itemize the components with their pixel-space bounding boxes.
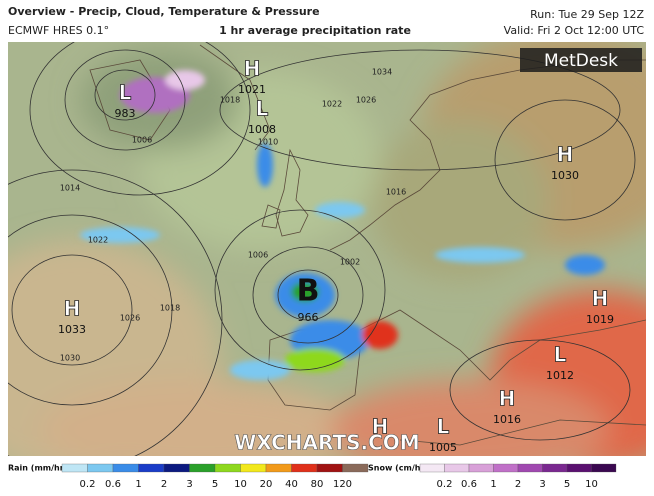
- pressure-value: 1019: [586, 313, 614, 326]
- legend-swatch: [138, 463, 165, 473]
- title: Overview - Precip, Cloud, Temperature & …: [8, 5, 320, 18]
- isobar-label: 1026: [120, 314, 140, 323]
- run-time: Run: Tue 29 Sep 12Z: [530, 8, 644, 21]
- isobar-label: 1026: [356, 96, 376, 105]
- legend-tick: 1: [135, 479, 141, 490]
- legend-tick: 2: [161, 479, 167, 490]
- legend-tick: 5: [564, 479, 570, 490]
- legend-tick: 10: [234, 479, 247, 490]
- pressure-symbol: B: [297, 274, 320, 309]
- model: ECMWF HRES 0.1°: [8, 24, 109, 37]
- legend: Rain (mm/hr) 0.2 0.6 1 2 3 5 10 20 40 80 120 Snow (c…: [8, 463, 617, 490]
- logo: MetDesk: [544, 51, 618, 71]
- pressure-value: 1012: [546, 369, 574, 382]
- pressure-value: 1030: [551, 169, 579, 182]
- isobar-label: 1034: [372, 68, 392, 77]
- legend-swatch: [591, 463, 617, 473]
- legend-swatch: [163, 463, 190, 473]
- legend-swatch: [542, 463, 568, 473]
- isobar-label: 1006: [132, 136, 152, 145]
- legend-tick: 1: [490, 479, 496, 490]
- isobar-label: 1006: [248, 251, 268, 260]
- legend-swatch: [87, 463, 114, 473]
- pressure-symbol: L: [256, 97, 269, 121]
- legend-swatch: [342, 463, 369, 473]
- pressure-value: 983: [115, 107, 136, 120]
- pressure-value: 1016: [493, 413, 521, 426]
- pressure-symbol: H: [499, 387, 516, 411]
- pressure-symbol: H: [557, 143, 574, 167]
- legend-tick: 2: [515, 479, 521, 490]
- legend-swatch: [566, 463, 592, 473]
- legend-swatch: [214, 463, 241, 473]
- legend-label: Snow (cm/hr): [368, 464, 428, 473]
- legend-tick: 3: [539, 479, 545, 490]
- pressure-symbol: H: [64, 297, 81, 321]
- legend-tick: 3: [186, 479, 192, 490]
- isobar-label: 1018: [160, 304, 180, 313]
- isobar-label: 1030: [60, 354, 80, 363]
- legend-swatch: [112, 463, 139, 473]
- pressure-value: 1033: [58, 323, 86, 336]
- legend-label: Rain (mm/hr): [8, 464, 67, 473]
- logo-box: [520, 48, 642, 72]
- pressure-symbol: L: [119, 81, 132, 105]
- legend-swatch: [291, 463, 318, 473]
- pressure-value: 1005: [429, 441, 457, 454]
- watermark: WXCHARTS.COM: [234, 431, 419, 455]
- legend-swatch: [240, 463, 267, 473]
- legend-swatch: [316, 463, 343, 473]
- pressure-symbol: H: [592, 287, 609, 311]
- legend-swatch: [419, 463, 445, 473]
- legend-tick: 5: [212, 479, 218, 490]
- isobar-label: 1016: [386, 188, 406, 197]
- pressure-symbol: H: [372, 415, 389, 439]
- legend-swatch: [468, 463, 494, 473]
- pressure-symbol: L: [554, 343, 567, 367]
- pressure-value: 1021: [238, 83, 266, 96]
- valid-time: Valid: Fri 2 Oct 12:00 UTC: [504, 24, 645, 37]
- isobar-label: 1010: [258, 138, 278, 147]
- isobar-label: 1002: [340, 258, 360, 267]
- legend-swatch: [61, 463, 88, 473]
- legend-tick: 40: [285, 479, 298, 490]
- legend-swatch: [517, 463, 543, 473]
- legend-swatch: [493, 463, 519, 473]
- legend-tick: 10: [585, 479, 598, 490]
- legend-tick: 80: [311, 479, 324, 490]
- pressure-symbol: H: [244, 57, 261, 81]
- isobar-label: 1022: [88, 236, 108, 245]
- legend-tick: 120: [333, 479, 352, 490]
- legend-swatch: [265, 463, 292, 473]
- isobar-label: 1014: [60, 184, 80, 193]
- legend-tick: 0.2: [80, 479, 96, 490]
- pressure-symbol: L: [437, 415, 450, 439]
- isobar-label: 1018: [220, 96, 240, 105]
- pressure-value: 1008: [248, 123, 276, 136]
- subtitle: 1 hr average precipitation rate: [219, 24, 411, 37]
- legend-tick: 20: [260, 479, 273, 490]
- legend-swatch: [189, 463, 216, 473]
- pressure-value: 966: [298, 311, 319, 324]
- isobar-label: 1022: [322, 100, 342, 109]
- legend-tick: 0.6: [105, 479, 121, 490]
- legend-tick: 0.2: [437, 479, 453, 490]
- legend-swatch: [444, 463, 470, 473]
- legend-tick: 0.6: [461, 479, 477, 490]
